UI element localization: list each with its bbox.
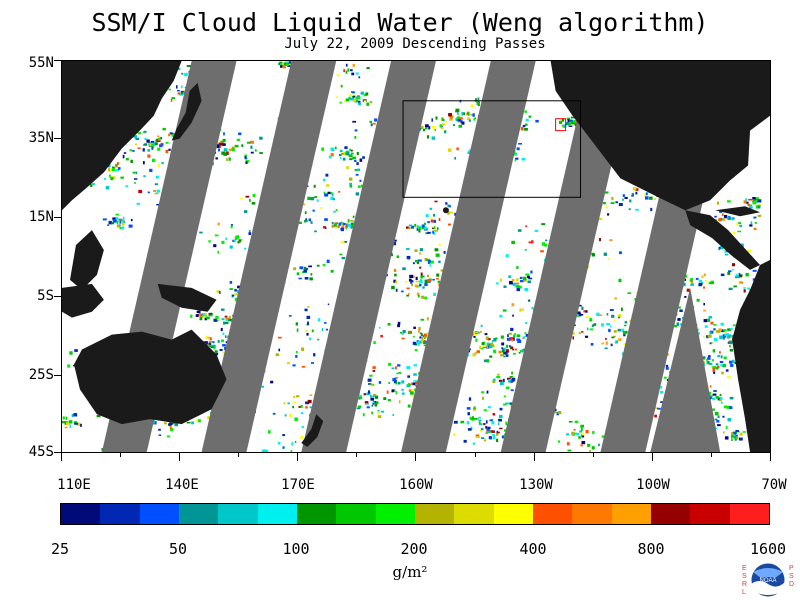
no-data-swath bbox=[401, 61, 536, 452]
land-japan bbox=[171, 82, 202, 141]
colorbar-label-200: 200 bbox=[400, 540, 428, 558]
lon-minor-tick bbox=[356, 453, 357, 457]
lon-label-170e: 170E bbox=[281, 477, 315, 493]
lat-label-15n: 15N bbox=[28, 209, 54, 225]
lon-minor-tick bbox=[593, 453, 594, 457]
cloud-water-map bbox=[62, 61, 770, 452]
lat-tick bbox=[54, 60, 61, 61]
colorbar-swatch bbox=[414, 504, 455, 524]
colorbar-swatch bbox=[61, 504, 101, 524]
lon-minor-tick bbox=[475, 453, 476, 457]
svg-text:S: S bbox=[742, 573, 747, 580]
lat-tick bbox=[54, 217, 61, 218]
lat-label-25s: 25S bbox=[28, 367, 54, 383]
svg-text:E: E bbox=[742, 565, 747, 572]
map-title: SSM/I Cloud Liquid Water (Weng algorithm… bbox=[91, 8, 709, 37]
svg-text:R: R bbox=[742, 581, 747, 588]
colorbar-swatch bbox=[257, 504, 297, 524]
colorbar-swatch bbox=[611, 504, 651, 524]
lon-tick bbox=[179, 453, 180, 461]
lon-minor-tick bbox=[711, 453, 712, 457]
colorbar-units: g/m² bbox=[392, 563, 428, 581]
lat-tick bbox=[54, 452, 61, 453]
no-data-swath bbox=[301, 61, 436, 452]
colorbar-swatch bbox=[375, 504, 415, 524]
colorbar-swatch bbox=[493, 504, 533, 524]
land-new-guinea bbox=[157, 283, 217, 312]
colorbar-swatch bbox=[218, 504, 258, 524]
land-south-america bbox=[732, 259, 770, 452]
no-data-swath bbox=[201, 61, 337, 452]
colorbar-label-800: 800 bbox=[637, 540, 665, 558]
lon-tick bbox=[61, 453, 62, 461]
colorbar-swatch bbox=[336, 504, 376, 524]
colorbar-label-400: 400 bbox=[519, 540, 547, 558]
map-subtitle: July 22, 2009 Descending Passes bbox=[284, 36, 546, 52]
lon-label-110e: 110E bbox=[57, 477, 91, 493]
svg-text:P: P bbox=[789, 565, 794, 572]
land-north-america bbox=[550, 61, 770, 211]
land-masses bbox=[62, 61, 770, 452]
colorbar-swatch bbox=[690, 504, 730, 524]
map-panel bbox=[61, 60, 771, 453]
colorbar-swatch bbox=[100, 504, 140, 524]
lat-label-5s: 5S bbox=[37, 288, 54, 304]
no-data-swath bbox=[650, 287, 721, 452]
noaa-esrl-psd-logo: NOAA E S R L P S D bbox=[742, 562, 794, 598]
svg-text:L: L bbox=[742, 589, 746, 596]
colorbar-label-25: 25 bbox=[50, 540, 70, 558]
lon-minor-tick bbox=[120, 453, 121, 457]
colorbar-swatch bbox=[139, 504, 179, 524]
colorbar-label-1600: 1600 bbox=[749, 540, 787, 558]
no-data-swath bbox=[500, 61, 636, 452]
colorbar-label-100: 100 bbox=[282, 540, 310, 558]
colorbar bbox=[60, 503, 770, 525]
lon-label-70w: 70W bbox=[761, 477, 787, 493]
colorbar-swatch bbox=[178, 504, 219, 524]
small-analysis-box bbox=[555, 118, 567, 132]
colorbar-swatch bbox=[532, 504, 573, 524]
land-asia bbox=[62, 61, 182, 211]
land-new-zealand bbox=[301, 414, 324, 448]
colorbar-swatch bbox=[296, 504, 337, 524]
analysis-box bbox=[402, 100, 582, 198]
lat-label-55n: 55N bbox=[28, 55, 54, 71]
lat-tick bbox=[54, 138, 61, 139]
lon-label-160w: 160W bbox=[399, 477, 433, 493]
land-central-america bbox=[685, 210, 761, 270]
colorbar-swatch bbox=[572, 504, 612, 524]
land-philippines bbox=[69, 230, 104, 290]
lon-tick bbox=[652, 453, 653, 461]
lon-label-140e: 140E bbox=[165, 477, 199, 493]
lon-minor-tick bbox=[238, 453, 239, 457]
lon-tick bbox=[534, 453, 535, 461]
lon-tick bbox=[415, 453, 416, 461]
lon-label-100w: 100W bbox=[636, 477, 670, 493]
logo-agency-text: NOAA bbox=[759, 578, 776, 584]
colorbar-swatch bbox=[454, 504, 494, 524]
land-australia bbox=[73, 329, 227, 425]
lat-tick bbox=[54, 375, 61, 376]
svg-text:D: D bbox=[789, 581, 794, 588]
colorbar-label-50: 50 bbox=[168, 540, 188, 558]
svg-text:S: S bbox=[789, 573, 794, 580]
lat-label-45s: 45S bbox=[28, 444, 54, 460]
lon-label-130w: 130W bbox=[519, 477, 553, 493]
land-cuba bbox=[715, 206, 761, 217]
colorbar-swatch bbox=[729, 504, 769, 524]
lat-label-35n: 35N bbox=[28, 130, 54, 146]
land-hawaii bbox=[442, 207, 449, 214]
lat-tick bbox=[54, 296, 61, 297]
region-boxes bbox=[402, 100, 582, 198]
land-borneo bbox=[62, 283, 104, 318]
lon-tick bbox=[297, 453, 298, 461]
lon-tick bbox=[770, 453, 771, 461]
colorbar-swatch bbox=[650, 504, 691, 524]
